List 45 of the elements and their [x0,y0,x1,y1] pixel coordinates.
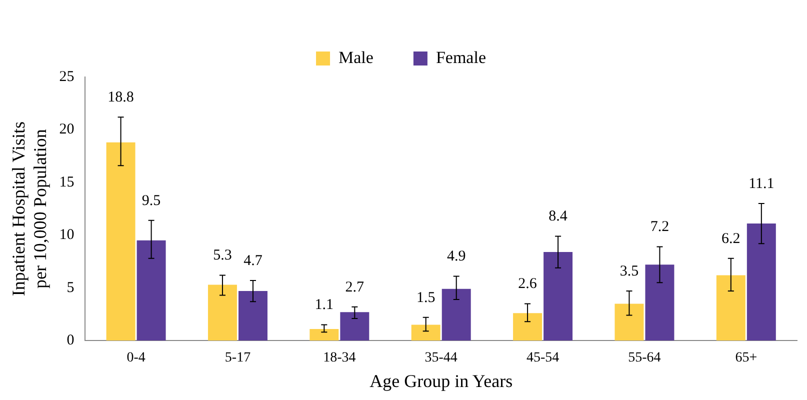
x-tick-label: 45-54 [526,350,560,366]
bar [544,252,573,341]
x-tick-label: 0-4 [126,350,146,366]
y-tick-label: 10 [59,227,74,244]
x-tick-label: 18-34 [323,350,356,366]
legend-label: Female [436,48,486,67]
bar [442,288,471,341]
data-label: 18.8 [108,90,134,106]
bar [340,312,370,341]
bar [746,224,776,341]
data-label: 8.4 [548,208,568,225]
x-tick-label: 35-44 [424,350,458,366]
data-label: 4.7 [244,252,263,269]
data-label: 1.5 [416,290,436,306]
data-label: 2.6 [518,276,538,292]
data-label: 4.9 [446,248,466,265]
data-label: 3.5 [620,263,639,280]
data-label: 11.1 [748,176,774,192]
data-label: 9.5 [142,192,161,209]
bar [513,313,542,341]
bar [411,324,440,341]
data-label: 6.2 [722,230,740,247]
data-label: 1.1 [314,297,334,314]
bar [716,275,746,341]
bar [136,240,166,341]
bar [614,304,644,341]
y-tick-label: 25 [59,68,74,85]
y-tick-label: 0 [66,332,74,349]
data-label: 2.7 [345,279,365,296]
x-tick-label: 5-17 [224,350,251,366]
x-axis-title: Age Group in Years [370,370,513,391]
legend-label: Male [338,48,374,67]
y-tick-label: 15 [59,174,74,190]
bar [208,284,237,341]
y-tick-label: 5 [66,280,74,296]
x-tick-label: 55-64 [628,350,661,366]
bar [106,142,136,341]
data-label: 5.3 [213,248,232,264]
y-axis-title: Inpatient Hospital Visits per 10,000 Population [8,122,50,296]
bar [310,329,339,341]
y-tick-label: 20 [59,122,74,138]
x-tick-label: 65+ [735,350,758,366]
bar [645,264,674,341]
bar [238,291,268,341]
data-label: 7.2 [650,219,670,236]
